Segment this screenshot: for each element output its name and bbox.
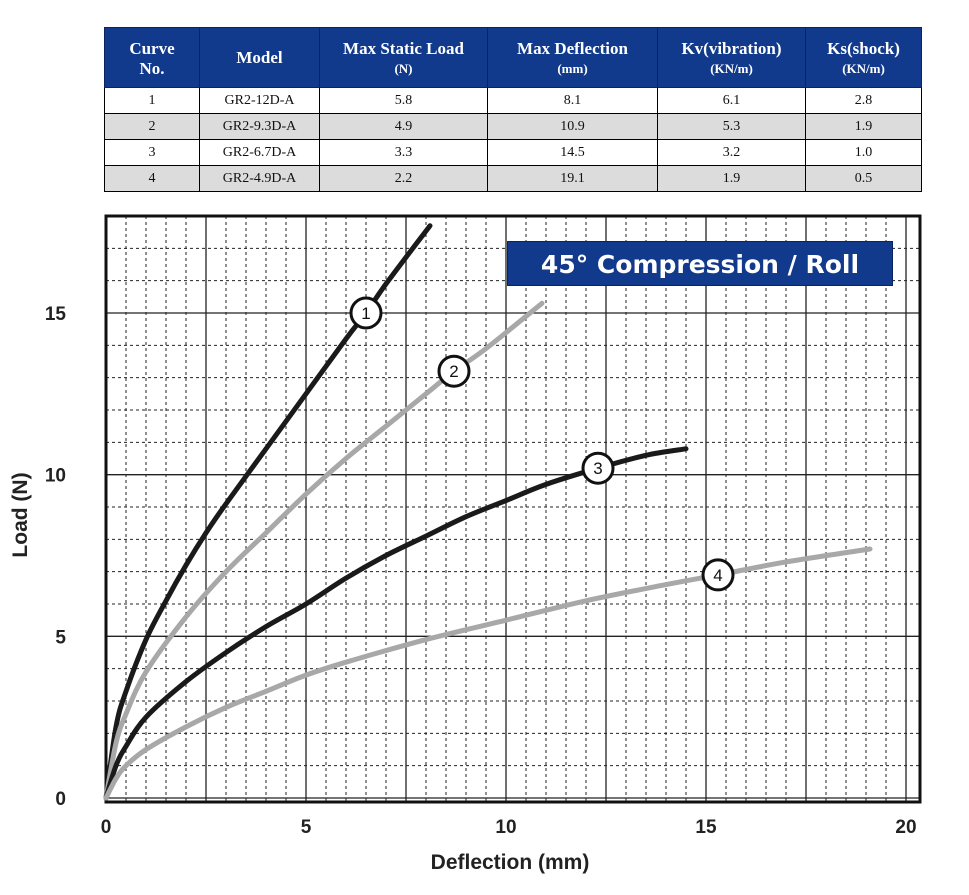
spec-table: Curve No. Model Max Static Load (N) Max De… [104, 27, 922, 192]
cell-ks: 2.8 [805, 87, 922, 114]
chart-tick-labels: 0 5 10 15 20 0 5 10 15 [45, 304, 917, 838]
curve-marker-circle [437, 354, 471, 388]
cell-ks: 0.5 [805, 165, 922, 192]
chart-series-layer [103, 223, 873, 801]
load-deflection-chart: 1 2 3 4 0 5 10 15 20 0 5 10 15 Deflection (mm) Load… [9, 214, 922, 874]
header-model: Model [199, 27, 320, 88]
y-tick-label: 15 [45, 304, 67, 325]
cell-ks: 1.0 [805, 139, 922, 166]
x-axis-title: Deflection (mm) [431, 851, 590, 874]
curve-marker-2: 2 [437, 354, 471, 388]
curve-marker-label: 2 [449, 362, 458, 381]
series-line-4 [103, 546, 873, 801]
curve-marker-4: 4 [701, 558, 735, 592]
cell-max-deflection: 8.1 [487, 87, 658, 114]
chart-title: 45° Compression / Roll [507, 241, 893, 286]
table-row: 4 GR2-4.9D-A 2.2 19.1 1.9 0.5 [104, 165, 922, 192]
x-tick-label: 15 [695, 817, 717, 838]
curve-marker-circle [349, 296, 383, 330]
curve-marker-circle [581, 451, 615, 485]
curve-marker-label: 4 [713, 566, 722, 585]
cell-max-static-load: 4.9 [319, 113, 488, 140]
cell-model: GR2-12D-A [199, 87, 320, 114]
cell-curve-no: 2 [104, 113, 200, 140]
x-tick-label: 0 [101, 817, 112, 838]
series-line-3 [103, 446, 689, 801]
chart-grid [105, 215, 920, 802]
cell-curve-no: 1 [104, 87, 200, 114]
table-header-row: Curve No. Model Max Static Load (N) Max De… [104, 27, 922, 88]
cell-max-static-load: 3.3 [319, 139, 488, 166]
y-tick-label: 0 [55, 789, 66, 810]
cell-model: GR2-4.9D-A [199, 165, 320, 192]
cell-kv: 6.1 [657, 87, 806, 114]
chart-marker-layer: 1 2 3 4 [349, 296, 735, 592]
cell-max-static-load: 2.2 [319, 165, 488, 192]
y-axis-title: Load (N) [9, 472, 32, 557]
table-row: 3 GR2-6.7D-A 3.3 14.5 3.2 1.0 [104, 139, 922, 166]
cell-curve-no: 3 [104, 139, 200, 166]
cell-ks: 1.9 [805, 113, 922, 140]
cell-model: GR2-6.7D-A [199, 139, 320, 166]
header-max-static-load: Max Static Load (N) [319, 27, 488, 88]
cell-kv: 5.3 [657, 113, 806, 140]
curve-marker-circle [701, 558, 735, 592]
curve-marker-label: 3 [593, 459, 602, 478]
header-ks-shock: Ks(shock) (KN/m) [805, 27, 922, 88]
curve-marker-1: 1 [349, 296, 383, 330]
plot-frame [104, 214, 922, 804]
table-row: 2 GR2-9.3D-A 4.9 10.9 5.3 1.9 [104, 113, 922, 140]
x-tick-label: 5 [301, 817, 312, 838]
cell-max-deflection: 14.5 [487, 139, 658, 166]
header-max-deflection: Max Deflection (mm) [487, 27, 658, 88]
table-row: 1 GR2-12D-A 5.8 8.1 6.1 2.8 [104, 87, 922, 114]
header-kv-vibration: Kv(vibration) (KN/m) [657, 27, 806, 88]
x-tick-label: 10 [495, 817, 516, 838]
y-tick-label: 5 [55, 627, 66, 648]
y-tick-label: 10 [45, 466, 66, 487]
header-curve-no: Curve No. [104, 27, 200, 88]
cell-curve-no: 4 [104, 165, 200, 192]
cell-model: GR2-9.3D-A [199, 113, 320, 140]
cell-max-static-load: 5.8 [319, 87, 488, 114]
cell-max-deflection: 10.9 [487, 113, 658, 140]
curve-marker-label: 1 [361, 304, 370, 323]
curve-marker-3: 3 [581, 451, 615, 485]
x-tick-label: 20 [895, 817, 916, 838]
cell-max-deflection: 19.1 [487, 165, 658, 192]
cell-kv: 1.9 [657, 165, 806, 192]
cell-kv: 3.2 [657, 139, 806, 166]
